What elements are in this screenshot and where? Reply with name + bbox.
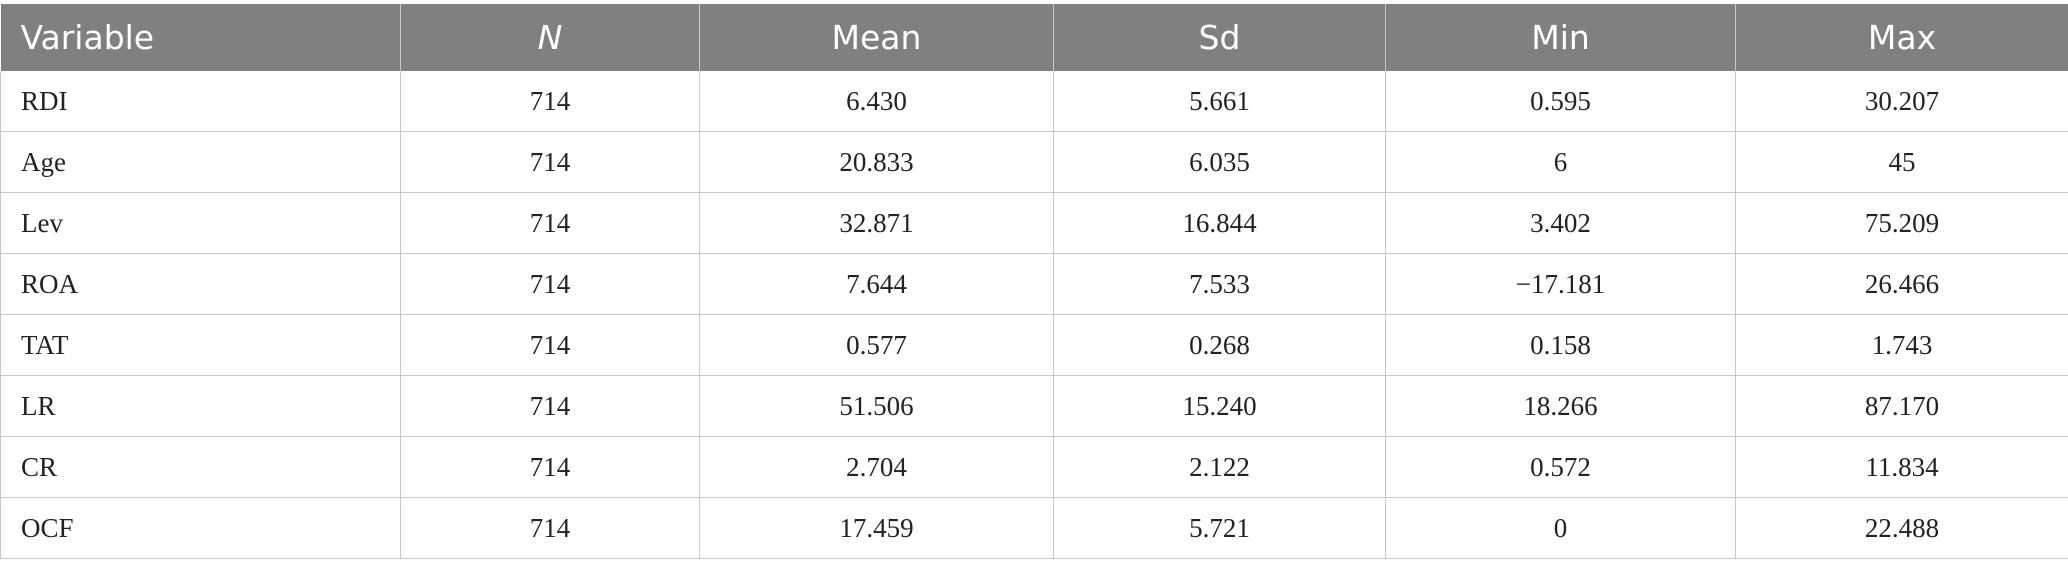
table-row: OCF 714 17.459 5.721 0 22.488 (0, 497, 2068, 559)
value-cell: 5.721 (1053, 497, 1386, 559)
value-cell: 714 (400, 436, 700, 498)
value-cell: 26.466 (1735, 253, 2068, 315)
table-header: Variable N Mean Sd Min Max (0, 4, 2068, 71)
value-cell: 2.122 (1053, 436, 1386, 498)
table-row: TAT 714 0.577 0.268 0.158 1.743 (0, 314, 2068, 376)
value-cell: 6 (1385, 131, 1736, 193)
value-cell: 0 (1385, 497, 1736, 559)
header-cell: Mean (699, 4, 1054, 71)
header-cell: Sd (1053, 4, 1386, 71)
value-cell: 45 (1735, 131, 2068, 193)
value-cell: 0.577 (699, 314, 1054, 376)
header-cell: Min (1385, 4, 1736, 71)
table-body: RDI 714 6.430 5.661 0.595 30.207 Age 714 20.833 6… (0, 71, 2068, 559)
value-cell: 7.644 (699, 253, 1054, 315)
header-row: Variable N Mean Sd Min Max (0, 4, 2068, 71)
value-cell: 714 (400, 253, 700, 315)
value-cell: 22.488 (1735, 497, 2068, 559)
table-row: RDI 714 6.430 5.661 0.595 30.207 (0, 71, 2068, 132)
header-cell: N (400, 4, 700, 71)
table-row: Age 714 20.833 6.035 6 45 (0, 131, 2068, 193)
header-cell: Max (1735, 4, 2068, 71)
variable-cell: RDI (0, 71, 401, 132)
value-cell: 32.871 (699, 192, 1054, 254)
value-cell: 6.430 (699, 71, 1054, 132)
value-cell: 714 (400, 71, 700, 132)
value-cell: 714 (400, 192, 700, 254)
variable-cell: LR (0, 375, 401, 437)
value-cell: 0.572 (1385, 436, 1736, 498)
value-cell: 714 (400, 131, 700, 193)
table-row: ROA 714 7.644 7.533 −17.181 26.466 (0, 253, 2068, 315)
header-cell: Variable (0, 4, 401, 71)
value-cell: 18.266 (1385, 375, 1736, 437)
stats-table: Variable N Mean Sd Min Max RDI 714 6.430 5.661 0.… (0, 4, 2068, 559)
value-cell: 51.506 (699, 375, 1054, 437)
value-cell: 20.833 (699, 131, 1054, 193)
value-cell: 75.209 (1735, 192, 2068, 254)
value-cell: 2.704 (699, 436, 1054, 498)
table-row: LR 714 51.506 15.240 18.266 87.170 (0, 375, 2068, 437)
value-cell: 3.402 (1385, 192, 1736, 254)
value-cell: 87.170 (1735, 375, 2068, 437)
table-row: CR 714 2.704 2.122 0.572 11.834 (0, 436, 2068, 498)
variable-cell: Age (0, 131, 401, 193)
value-cell: 1.743 (1735, 314, 2068, 376)
value-cell: 6.035 (1053, 131, 1386, 193)
variable-cell: CR (0, 436, 401, 498)
page: Variable N Mean Sd Min Max RDI 714 6.430 5.661 0.… (0, 4, 2068, 583)
value-cell: 0.595 (1385, 71, 1736, 132)
value-cell: 5.661 (1053, 71, 1386, 132)
value-cell: 0.158 (1385, 314, 1736, 376)
table-row: Lev 714 32.871 16.844 3.402 75.209 (0, 192, 2068, 254)
variable-cell: TAT (0, 314, 401, 376)
value-cell: 17.459 (699, 497, 1054, 559)
value-cell: 16.844 (1053, 192, 1386, 254)
value-cell: 15.240 (1053, 375, 1386, 437)
variable-cell: ROA (0, 253, 401, 315)
value-cell: 30.207 (1735, 71, 2068, 132)
value-cell: 714 (400, 497, 700, 559)
value-cell: 7.533 (1053, 253, 1386, 315)
variable-cell: Lev (0, 192, 401, 254)
value-cell: 714 (400, 375, 700, 437)
value-cell: 714 (400, 314, 700, 376)
variable-cell: OCF (0, 497, 401, 559)
value-cell: 11.834 (1735, 436, 2068, 498)
value-cell: −17.181 (1385, 253, 1736, 315)
value-cell: 0.268 (1053, 314, 1386, 376)
